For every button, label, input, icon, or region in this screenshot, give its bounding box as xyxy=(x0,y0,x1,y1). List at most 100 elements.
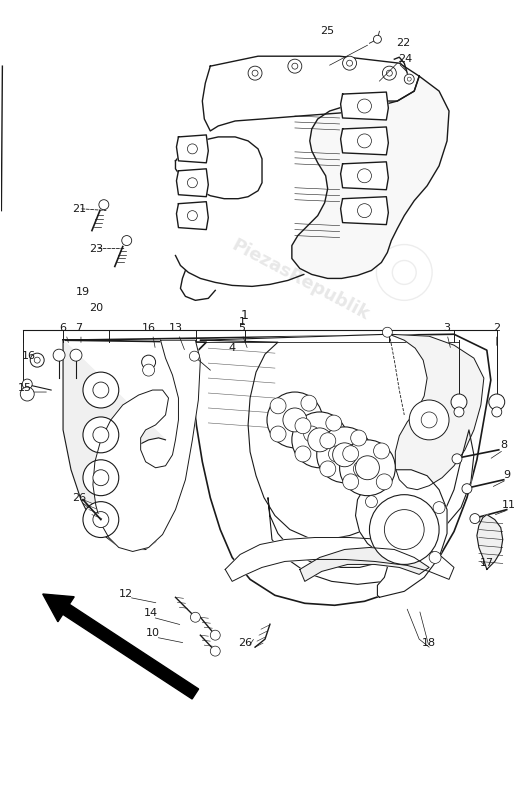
Circle shape xyxy=(283,408,307,432)
Circle shape xyxy=(376,474,392,490)
Circle shape xyxy=(270,398,286,414)
Polygon shape xyxy=(341,92,388,120)
Text: 25: 25 xyxy=(321,26,335,36)
Text: 18: 18 xyxy=(422,638,436,648)
Circle shape xyxy=(188,210,197,221)
Text: 17: 17 xyxy=(480,558,494,569)
Circle shape xyxy=(188,178,197,188)
Polygon shape xyxy=(63,340,165,550)
Circle shape xyxy=(386,70,392,76)
Polygon shape xyxy=(341,197,388,225)
Circle shape xyxy=(304,426,320,442)
Circle shape xyxy=(340,440,395,496)
Circle shape xyxy=(189,351,199,361)
Circle shape xyxy=(248,66,262,80)
Circle shape xyxy=(489,394,505,410)
Text: 26: 26 xyxy=(238,638,252,648)
Circle shape xyxy=(421,412,437,428)
Circle shape xyxy=(70,349,82,361)
Text: 21: 21 xyxy=(72,204,86,214)
Text: 20: 20 xyxy=(89,303,103,314)
Circle shape xyxy=(93,470,109,486)
Circle shape xyxy=(252,70,258,76)
Circle shape xyxy=(358,134,372,148)
Polygon shape xyxy=(202,56,419,131)
Circle shape xyxy=(404,74,414,84)
Text: 10: 10 xyxy=(146,628,160,638)
Text: 11: 11 xyxy=(502,500,516,510)
Circle shape xyxy=(292,412,348,468)
Circle shape xyxy=(210,646,220,656)
Text: 23: 23 xyxy=(89,243,103,254)
Polygon shape xyxy=(176,169,208,197)
Circle shape xyxy=(267,392,323,448)
Circle shape xyxy=(451,394,467,410)
Circle shape xyxy=(382,327,392,338)
Circle shape xyxy=(53,349,65,361)
Circle shape xyxy=(93,512,109,527)
Text: 6: 6 xyxy=(59,323,67,334)
Text: 15: 15 xyxy=(18,383,32,393)
Circle shape xyxy=(433,502,445,514)
Text: 26: 26 xyxy=(72,493,86,502)
Circle shape xyxy=(83,502,119,538)
Text: 3: 3 xyxy=(444,323,450,334)
Text: 4: 4 xyxy=(228,343,236,353)
Text: 22: 22 xyxy=(396,38,410,48)
Text: 1: 1 xyxy=(241,310,249,322)
Circle shape xyxy=(22,379,32,389)
Circle shape xyxy=(93,427,109,443)
Circle shape xyxy=(369,494,439,565)
Circle shape xyxy=(34,357,40,363)
Polygon shape xyxy=(341,127,388,155)
Circle shape xyxy=(407,77,411,81)
Polygon shape xyxy=(176,202,208,230)
Circle shape xyxy=(452,454,462,464)
Circle shape xyxy=(190,612,200,622)
Circle shape xyxy=(210,630,220,640)
Polygon shape xyxy=(300,547,429,582)
Circle shape xyxy=(343,474,359,490)
Circle shape xyxy=(295,418,311,434)
Circle shape xyxy=(288,59,302,73)
Circle shape xyxy=(93,382,109,398)
Text: 8: 8 xyxy=(500,440,507,450)
Circle shape xyxy=(358,169,372,182)
Circle shape xyxy=(384,510,424,550)
Circle shape xyxy=(356,456,379,480)
Circle shape xyxy=(409,400,449,440)
Circle shape xyxy=(188,144,197,154)
Circle shape xyxy=(142,355,156,369)
Circle shape xyxy=(429,551,441,563)
Circle shape xyxy=(317,427,373,482)
Text: 14: 14 xyxy=(144,608,157,618)
Circle shape xyxy=(492,407,502,417)
Circle shape xyxy=(358,204,372,218)
Circle shape xyxy=(329,446,345,462)
Circle shape xyxy=(292,63,298,69)
Circle shape xyxy=(20,387,34,401)
Circle shape xyxy=(374,443,390,459)
Polygon shape xyxy=(341,162,388,190)
Polygon shape xyxy=(93,340,200,551)
Circle shape xyxy=(320,433,336,449)
Polygon shape xyxy=(292,76,449,278)
Circle shape xyxy=(301,395,317,411)
Circle shape xyxy=(454,407,464,417)
Circle shape xyxy=(83,372,119,408)
Circle shape xyxy=(347,60,352,66)
Text: 13: 13 xyxy=(169,323,182,334)
Text: PiezasRepublik: PiezasRepublik xyxy=(208,476,352,563)
Text: 16: 16 xyxy=(142,323,156,334)
Circle shape xyxy=(343,446,359,462)
Text: 16: 16 xyxy=(22,351,36,361)
Circle shape xyxy=(342,56,357,70)
Polygon shape xyxy=(200,334,449,539)
Text: 24: 24 xyxy=(398,54,412,64)
Circle shape xyxy=(374,35,382,43)
Circle shape xyxy=(382,66,396,80)
Polygon shape xyxy=(268,430,474,584)
FancyArrow shape xyxy=(43,594,199,699)
Text: 19: 19 xyxy=(76,287,90,298)
Circle shape xyxy=(122,235,131,246)
